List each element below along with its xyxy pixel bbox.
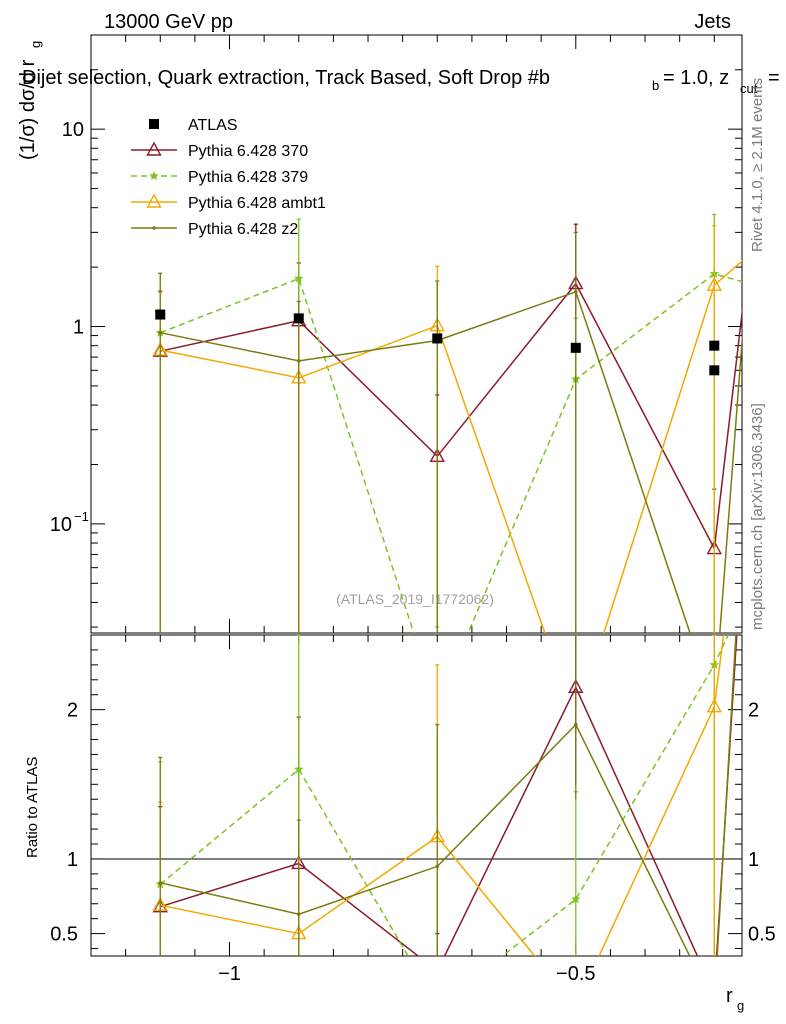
legend-label: Pythia 6.428 z2 <box>188 221 298 238</box>
series-line <box>159 635 729 956</box>
data-point <box>712 1004 716 1008</box>
title-main: Dijet selection, Quark extraction, Track… <box>22 67 550 89</box>
plot-title: Dijet selection, Quark extraction, Track… <box>22 67 780 96</box>
main-data <box>152 213 754 633</box>
data-point <box>706 276 722 291</box>
data-point <box>571 894 581 904</box>
title-end: = <box>768 67 780 89</box>
ratio-frame <box>90 634 743 957</box>
rivet-label: Rivet 4.1.0, ≥ 2.1M events <box>749 78 766 252</box>
series-line <box>160 635 725 956</box>
ratio-ytick-label-left: 2 <box>67 700 78 722</box>
series-line <box>160 635 737 956</box>
xtick-label: −0.5 <box>556 963 595 985</box>
main-ytick-label: 1 <box>73 317 84 339</box>
data-point <box>431 964 444 976</box>
data-point <box>435 864 440 869</box>
ratio-axis-ticks: 0.5 0.5 1 1 2 2 −1 −0.5 <box>50 635 776 985</box>
legend-marker <box>152 226 156 230</box>
title-suffix: = 1.0, z <box>663 67 729 89</box>
legend-entry: Pythia 6.428 z2 <box>131 221 298 238</box>
legend: ATLAS Pythia 6.428 370 Pythia 6.428 379 Pyt… <box>131 117 326 238</box>
data-point <box>573 289 578 294</box>
data-point <box>158 330 163 335</box>
data-point <box>569 999 582 1011</box>
svg-text:10: 10 <box>50 514 72 536</box>
data-point <box>294 273 304 283</box>
title-beta-sub: b <box>652 78 659 93</box>
data-point <box>433 1001 443 1010</box>
energy-label: 13000 GeV pp <box>104 11 233 33</box>
ratio-ytick-label-left: 0.5 <box>50 924 78 946</box>
ratio-ytick-label-right: 1 <box>748 849 759 871</box>
main-ytick-label: 10 <box>62 119 84 141</box>
data-point <box>573 722 578 727</box>
xtick-label: −1 <box>218 963 241 985</box>
ratio-series-pythia-6-428-z2 <box>158 635 737 1008</box>
legend-entry: Pythia 6.428 379 <box>131 169 308 186</box>
data-point <box>293 313 304 324</box>
legend-entry: Pythia 6.428 ambt1 <box>131 193 326 212</box>
analysis-watermark: (ATLAS_2019_I1772062) <box>336 591 494 607</box>
legend-label: Pythia 6.428 ambt1 <box>188 195 326 212</box>
mcplots-label: mcplots.cern.ch [arXiv:1306.3436] <box>749 403 766 630</box>
data-point <box>744 279 754 288</box>
main-ylabel-sub: g <box>28 41 43 48</box>
ratio-series-pythia-6-428-370 <box>152 635 738 998</box>
ratio-ytick-label-right: 0.5 <box>748 924 776 946</box>
data-point <box>296 359 301 363</box>
xlabel-text: r <box>726 985 733 1007</box>
data-point <box>155 309 166 320</box>
svg-text:−1: −1 <box>74 509 89 524</box>
series-line <box>160 260 742 633</box>
svg-text:1: 1 <box>73 317 84 339</box>
legend-marker <box>146 141 162 156</box>
series-line <box>160 272 742 633</box>
ratio-panel: 0.5 0.5 1 1 2 2 −1 −0.5 Ratio to ATLAS <box>24 634 776 1011</box>
data-point <box>708 986 721 998</box>
legend-label: Pythia 6.428 379 <box>188 169 308 186</box>
main-series-atlas <box>155 309 720 376</box>
series-line <box>160 290 742 633</box>
process-label: Jets <box>694 11 731 33</box>
series-line <box>160 282 742 551</box>
main-ylabel: (1/σ) dσ/d r g <box>17 41 43 160</box>
main-ylabel-text: (1/σ) dσ/d r <box>17 59 39 160</box>
legend-label: ATLAS <box>188 117 238 134</box>
data-point <box>432 333 443 344</box>
ratio-ylabel: Ratio to ATLAS <box>24 757 41 858</box>
ratio-ytick-label-left: 1 <box>67 849 78 871</box>
data-point <box>706 698 722 713</box>
legend-marker <box>149 171 159 181</box>
ratio-series-pythia-6-428-379 <box>155 635 729 1010</box>
legend-marker <box>149 119 159 129</box>
ratio-series-pythia-6-428-ambt1 <box>152 635 725 1011</box>
data-point <box>709 365 720 376</box>
data-point <box>570 342 581 353</box>
main-ytick-label: 10 −1 <box>50 509 89 536</box>
title-cut-sub: cut <box>740 81 758 96</box>
legend-label: Pythia 6.428 370 <box>188 143 308 160</box>
legend-entry: ATLAS <box>149 117 238 134</box>
main-series-pythia-6-428-z2 <box>158 231 742 633</box>
xlabel-sub: g <box>737 998 744 1013</box>
data-point <box>158 881 163 885</box>
ratio-data <box>152 635 738 1011</box>
data-point <box>709 340 720 351</box>
svg-text:10: 10 <box>62 119 84 141</box>
legend-entry: Pythia 6.428 370 <box>131 141 308 160</box>
data-point <box>296 912 301 916</box>
ratio-ytick-label-right: 2 <box>748 700 759 722</box>
legend-marker <box>146 193 162 208</box>
data-point <box>294 764 304 774</box>
series-line <box>160 635 738 956</box>
x-axis-label: r g <box>726 985 744 1013</box>
